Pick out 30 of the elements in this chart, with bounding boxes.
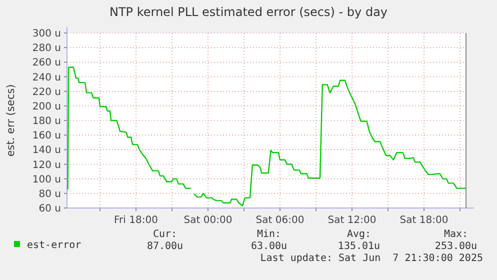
text: Last update: Sat Jun 7 21:30:00 2025 xyxy=(260,253,483,264)
x-tick-label: Sat 18:00 xyxy=(400,215,448,226)
y-tick-label: 180 u xyxy=(32,116,61,127)
x-tick-label: Sat 00:00 xyxy=(184,215,232,226)
y-tick-label: 240 u xyxy=(32,72,61,84)
text: Cur: xyxy=(152,229,178,240)
y-tick-label: 260 u xyxy=(32,58,61,69)
y-tick-label: 140 u xyxy=(32,145,61,156)
y-tick-label: 200 u xyxy=(32,101,61,112)
y-tick-label: 60 u xyxy=(38,204,61,214)
text: 253.00u xyxy=(434,241,478,252)
text: Max: xyxy=(444,229,468,240)
y-tick-label: 160 u xyxy=(32,130,61,142)
legend-label: est-error xyxy=(27,240,82,251)
y-tick-label: 280 u xyxy=(32,43,61,54)
y-tick-label: 80 u xyxy=(38,188,61,200)
x-tick-label: Fri 18:00 xyxy=(114,215,158,226)
x-tick-label: Sat 06:00 xyxy=(256,215,304,226)
y-tick-label: 220 u xyxy=(32,86,61,98)
text: Min: xyxy=(256,229,282,240)
x-tick-label: Sat 12:00 xyxy=(328,215,376,226)
text: 87.00u xyxy=(146,241,184,252)
text: 63.00u xyxy=(250,241,288,252)
text: Avg: xyxy=(346,229,372,240)
y-tick-label: 100 u xyxy=(32,174,61,186)
text: 135.01u xyxy=(338,241,380,252)
chart-title: NTP kernel PLL estimated error (secs) - by day xyxy=(109,5,388,19)
y-tick-label: 120 u xyxy=(32,160,61,171)
y-tick-label: 300 u xyxy=(32,28,61,40)
y-axis-title: est. err (secs) xyxy=(5,84,17,157)
